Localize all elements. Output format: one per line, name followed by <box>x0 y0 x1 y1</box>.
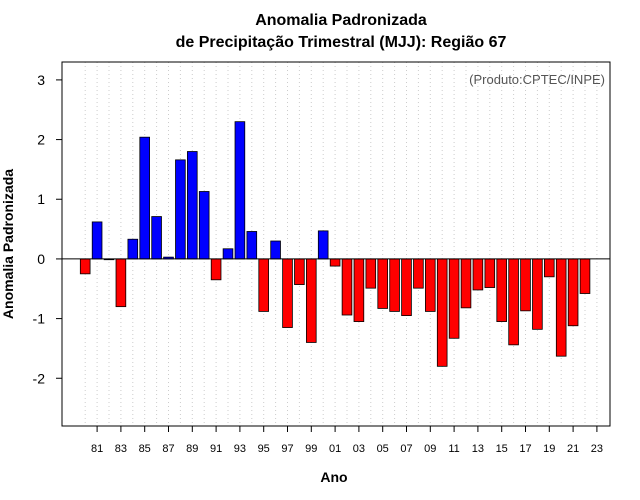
bar-2005 <box>377 258 388 309</box>
x-tick-label-89: 89 <box>186 443 198 455</box>
y-tick-label-2: 2 <box>37 132 45 148</box>
bar-2019 <box>544 258 555 278</box>
x-axis: 81 83 85 87 89 91 93 95 97 99 01 03 05 07 09 11 13 15 17 19… <box>91 426 603 455</box>
x-tick-label-21: 21 <box>567 443 579 455</box>
bar-1985 <box>139 136 150 260</box>
bar-1997 <box>282 258 293 328</box>
credit-label: (Produto:CPTEC/INPE) <box>469 72 605 87</box>
y-axis-label: Anomalia Padronizada <box>0 169 16 319</box>
bar-1986 <box>151 216 162 260</box>
x-tick-label-17: 17 <box>519 443 531 455</box>
bar-1983 <box>115 258 127 308</box>
bar-2006 <box>389 258 400 312</box>
x-tick-label-93: 93 <box>234 443 246 455</box>
x-tick-label-97: 97 <box>281 443 293 455</box>
bar-2001 <box>329 258 341 267</box>
bar-1990 <box>198 191 210 260</box>
bar-1996 <box>270 240 281 260</box>
x-tick-label-07: 07 <box>400 443 412 455</box>
bar-1988 <box>175 159 186 260</box>
x-tick-label-01: 01 <box>329 443 341 455</box>
vertical-grid <box>84 62 598 426</box>
bar-2010 <box>436 258 448 367</box>
bar-2017 <box>520 258 531 312</box>
chart-subtitle: de Precipitação Trimestral (MJJ): Região… <box>176 34 507 51</box>
x-tick-label-23: 23 <box>591 443 603 455</box>
bar-1995 <box>258 258 269 312</box>
bar-2018 <box>532 258 543 330</box>
bar-1999 <box>306 258 317 343</box>
x-tick-label-15: 15 <box>496 443 508 455</box>
y-tick-label-3: 3 <box>37 72 45 88</box>
bar-2009 <box>425 258 436 312</box>
bar-2000 <box>317 230 329 260</box>
bar-2007 <box>401 258 412 317</box>
bar-2014 <box>484 258 496 288</box>
bar-1980 <box>79 258 91 275</box>
bar-2015 <box>496 258 507 322</box>
bar-1981 <box>91 221 103 260</box>
y-axis: -2 -1 0 1 2 3 <box>33 72 62 386</box>
bar-2003 <box>353 258 365 322</box>
bar-2002 <box>341 258 353 316</box>
x-axis-label: Ano <box>320 469 347 485</box>
bar-2013 <box>472 258 484 291</box>
bar-2004 <box>365 258 377 289</box>
x-tick-label-85: 85 <box>139 443 151 455</box>
y-tick-label--1: -1 <box>33 311 46 327</box>
x-tick-label-09: 09 <box>424 443 436 455</box>
bar-1992 <box>222 248 234 260</box>
bar-2011 <box>448 258 460 339</box>
x-tick-label-91: 91 <box>210 443 222 455</box>
x-tick-label-05: 05 <box>377 443 389 455</box>
bar-1991 <box>210 258 222 281</box>
bar-1994 <box>246 231 258 260</box>
bar-1984 <box>127 238 139 260</box>
x-tick-label-13: 13 <box>472 443 484 455</box>
y-tick-label-1: 1 <box>37 191 45 207</box>
x-tick-label-11: 11 <box>448 443 459 455</box>
x-tick-label-95: 95 <box>258 443 270 455</box>
y-tick-label-0: 0 <box>37 251 45 267</box>
y-tick-label--2: -2 <box>33 370 46 386</box>
plot-frame <box>61 61 611 427</box>
x-tick-label-87: 87 <box>162 443 174 455</box>
chart-title: Anomalia Padronizada <box>255 12 427 29</box>
bar-1998 <box>294 258 305 285</box>
bar-1989 <box>187 151 198 260</box>
x-tick-label-03: 03 <box>353 443 365 455</box>
bar-1993 <box>234 121 246 260</box>
x-tick-label-19: 19 <box>543 443 555 455</box>
bar-2008 <box>413 258 424 289</box>
bar-2021 <box>567 258 579 327</box>
bar-2022 <box>579 258 591 294</box>
x-tick-label-99: 99 <box>305 443 317 455</box>
x-tick-label-81: 81 <box>91 443 103 455</box>
bar-2012 <box>460 258 472 309</box>
bar-2020 <box>555 258 567 357</box>
x-tick-label-83: 83 <box>115 443 127 455</box>
bar-2016 <box>508 258 519 346</box>
